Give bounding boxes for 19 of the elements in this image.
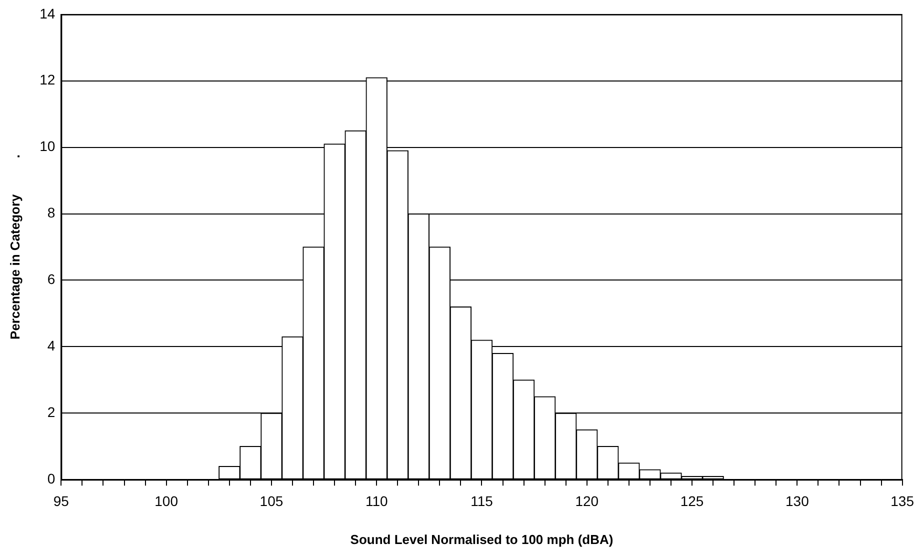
x-tick-label: 105 <box>260 492 284 509</box>
y-tick-label: 2 <box>47 404 56 420</box>
x-tick-label: 130 <box>786 492 810 509</box>
x-tick-label: 100 <box>154 492 178 509</box>
x-tick-label: 95 <box>53 492 70 509</box>
y-axis-title: Percentage in Category . <box>7 154 22 340</box>
y-tick-label: 14 <box>40 5 56 22</box>
y-tick-label: 8 <box>47 204 56 221</box>
x-tick-label: 110 <box>365 492 388 509</box>
x-tick-label: 120 <box>575 492 599 509</box>
x-tick-label: 125 <box>680 492 704 509</box>
y-tick-label: 0 <box>47 470 56 486</box>
x-axis-title: Sound Level Normalised to 100 mph (dBA) <box>350 532 614 547</box>
y-tick-label: 4 <box>47 338 56 354</box>
x-tick-label: 135 <box>890 492 914 509</box>
y-tick-label: 12 <box>40 72 56 88</box>
y-tick-label: 10 <box>40 138 56 154</box>
y-tick-label: 6 <box>47 271 56 288</box>
x-tick-label: 115 <box>470 492 494 509</box>
